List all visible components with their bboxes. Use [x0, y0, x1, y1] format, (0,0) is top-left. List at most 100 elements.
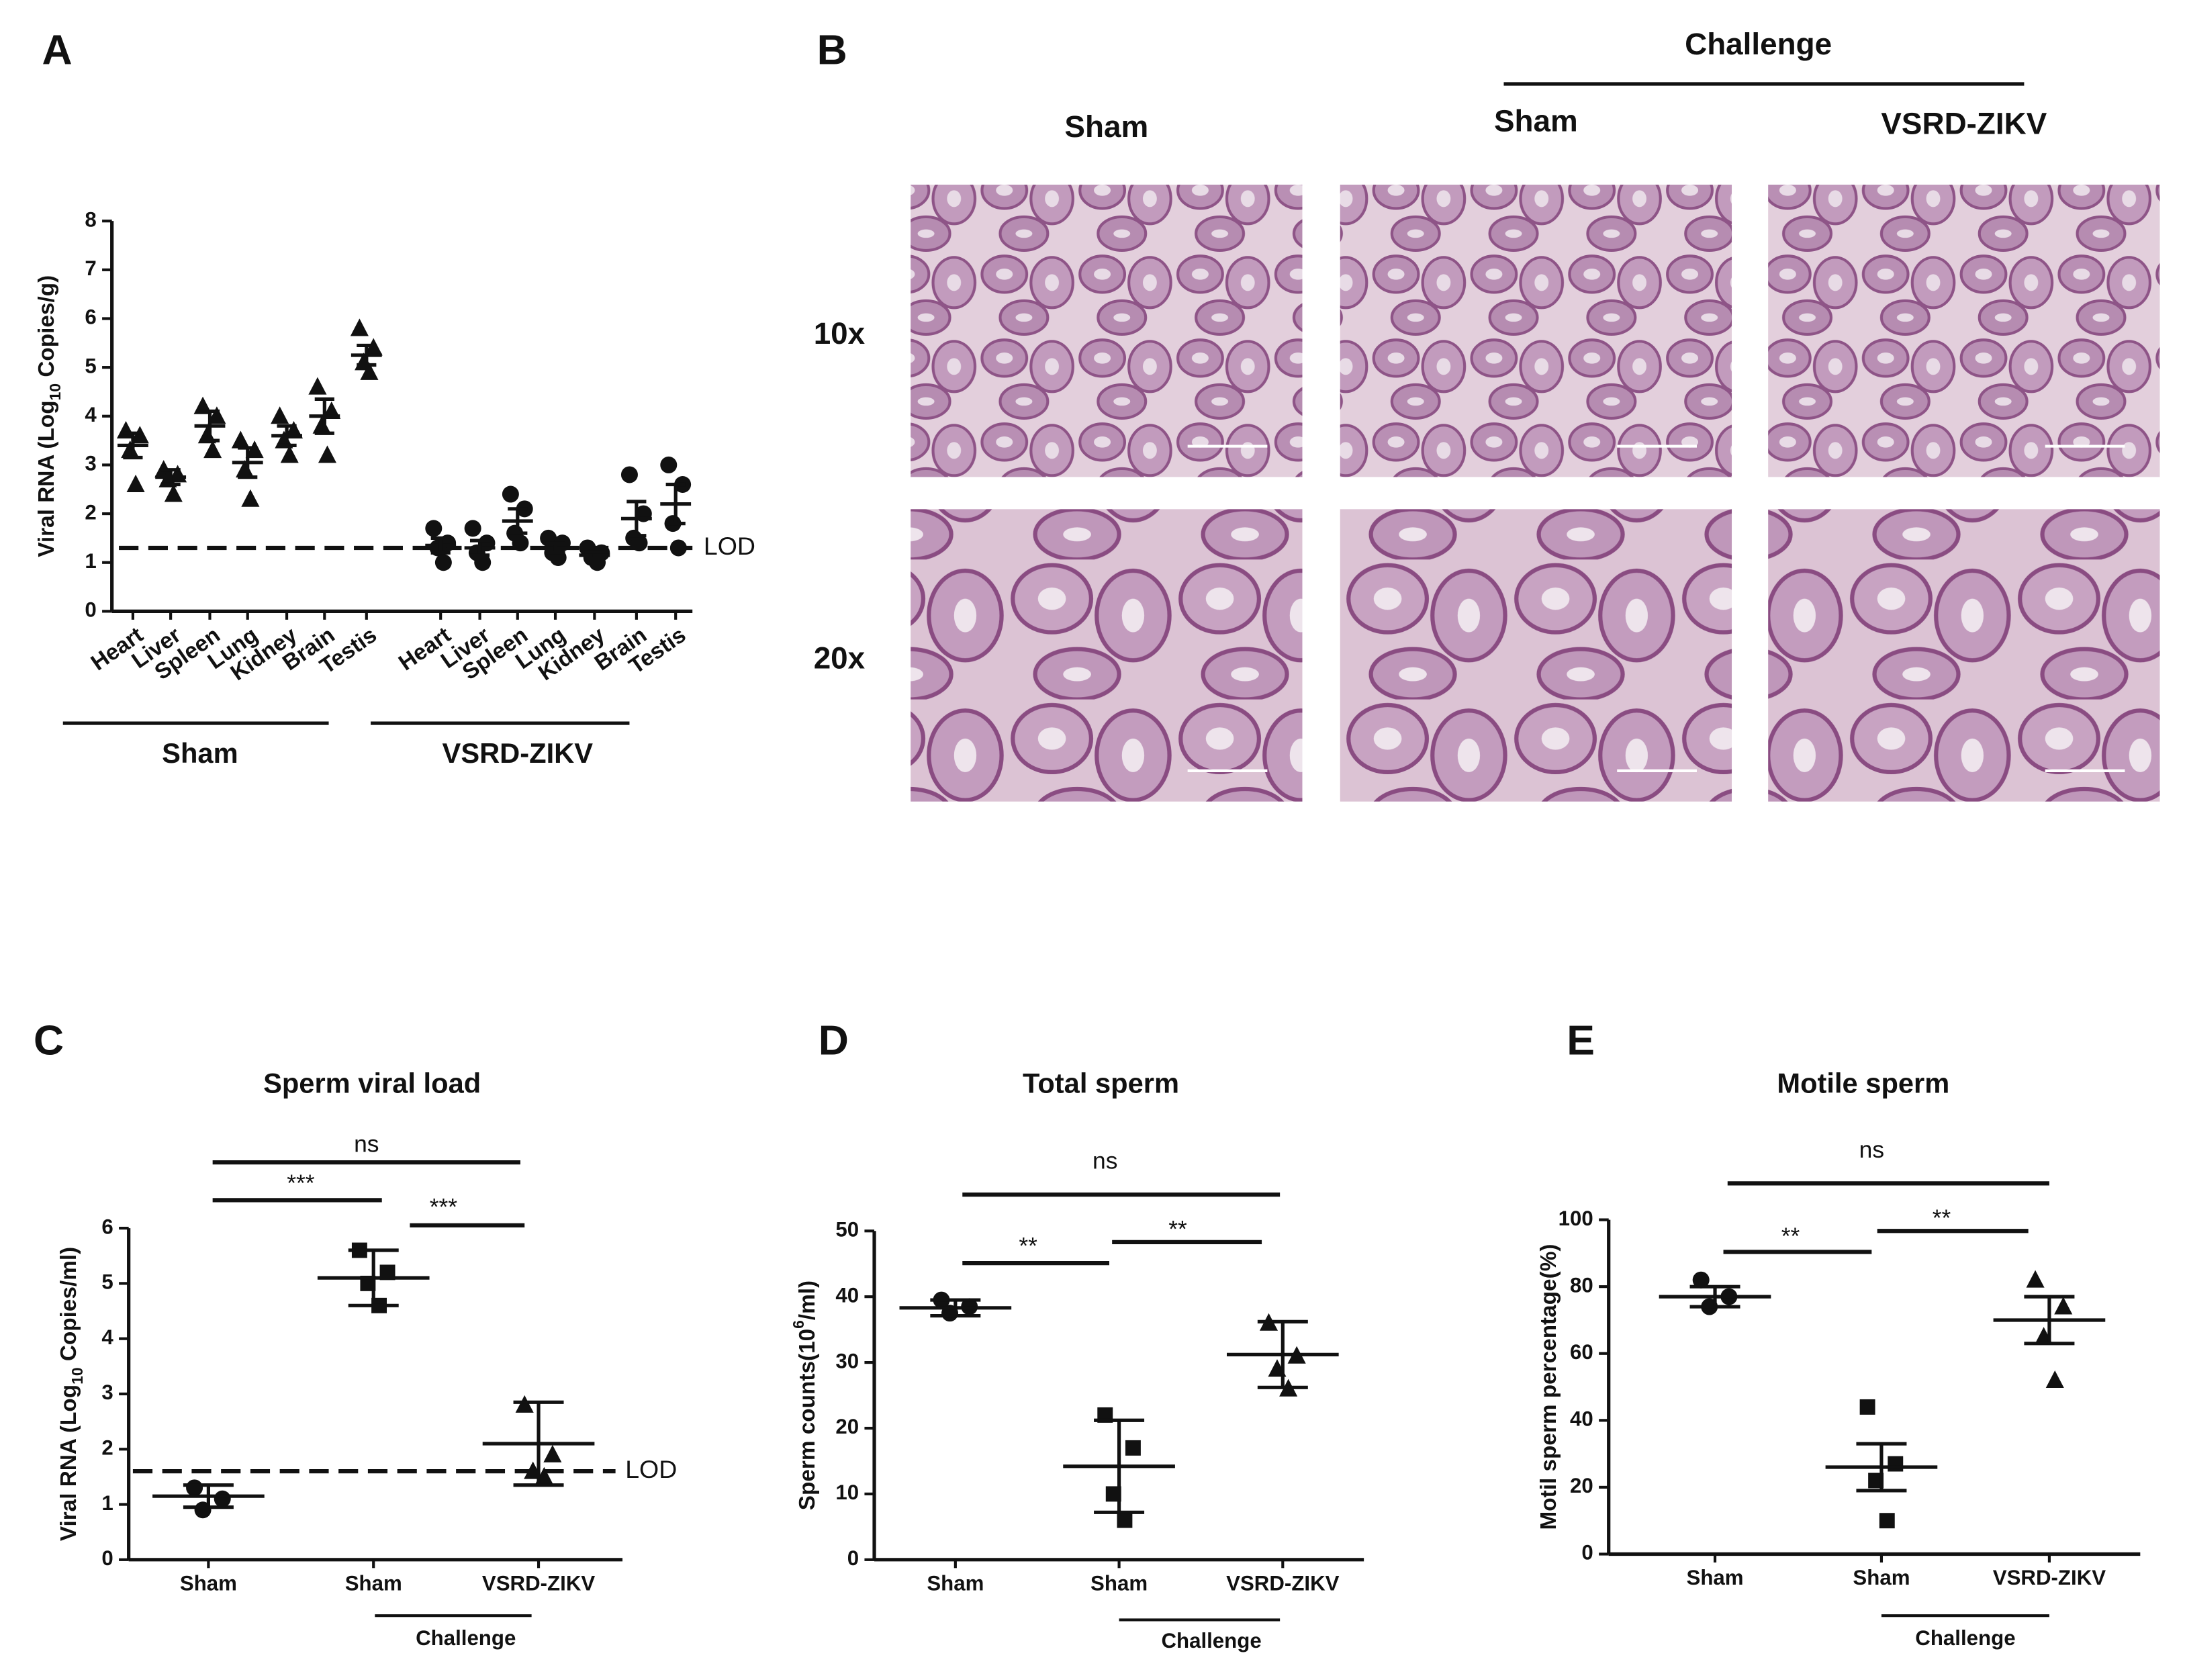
x-tick-label: VSRD-ZIKV	[1993, 1566, 2106, 1589]
point	[126, 474, 145, 492]
y-tick-label: 40	[1570, 1407, 1593, 1431]
point	[186, 1479, 203, 1497]
x-tick-label: VSRD-ZIKV	[1226, 1572, 1339, 1595]
y-axis-label-part: 6	[790, 1320, 807, 1329]
y-axis-label: Viral RNA (Log10 Copies/ml)	[56, 1247, 86, 1541]
point	[241, 489, 260, 507]
x-tick-label: Sham	[180, 1572, 237, 1595]
y-tick-label: 0	[1581, 1541, 1593, 1565]
x-tick-label: Sham	[927, 1572, 984, 1595]
challenge-header: Challenge	[1685, 27, 1832, 61]
group-label: VSRD-ZIKV	[443, 737, 594, 769]
group-label: Challenge	[1161, 1629, 1261, 1652]
histology-image	[1768, 185, 2160, 477]
point	[312, 416, 331, 434]
chart-title: Motile sperm	[1777, 1068, 1949, 1099]
point	[620, 466, 638, 483]
y-axis-label-part: Viral RNA (Log	[34, 400, 59, 557]
y-tick-label: 2	[85, 500, 96, 524]
y-tick-label: 4	[101, 1325, 113, 1349]
point	[474, 554, 492, 571]
y-tick-label: 4	[85, 403, 97, 426]
row-label: 20x	[814, 641, 866, 675]
y-tick-label: 20	[1570, 1474, 1593, 1497]
chart-title: Sperm viral load	[263, 1068, 481, 1099]
y-tick-label: 10	[835, 1481, 859, 1504]
y-tick-label: 8	[85, 207, 96, 231]
y-tick-label: 1	[101, 1491, 113, 1515]
significance-label: ns	[1859, 1136, 1884, 1163]
x-tick-label: Sham	[1853, 1566, 1910, 1589]
point	[280, 445, 299, 463]
histology-image	[1340, 185, 1732, 477]
point	[512, 534, 529, 552]
y-axis-label-part: 10	[68, 1367, 86, 1384]
y-tick-label: 5	[85, 354, 96, 377]
panel-letter: D	[819, 1017, 849, 1064]
point	[207, 406, 226, 424]
group-label: Challenge	[416, 1626, 516, 1650]
point	[631, 534, 648, 552]
histology-image	[911, 509, 1303, 802]
y-axis-label: Motil sperm percentage(%)	[1536, 1244, 1561, 1530]
point	[1888, 1456, 1904, 1472]
point	[669, 539, 687, 557]
group-label: Sham	[162, 737, 238, 769]
x-tick-label: Sham	[1687, 1566, 1744, 1589]
significance-label: ***	[287, 1170, 315, 1197]
y-tick-label: 40	[835, 1283, 859, 1307]
point	[360, 362, 379, 380]
column-header: Sham	[1494, 103, 1578, 138]
y-axis-label-part: 10	[46, 383, 64, 400]
significance-label: **	[1019, 1233, 1037, 1260]
point	[660, 456, 678, 473]
y-tick-label: 6	[85, 306, 96, 329]
y-tick-label: 6	[101, 1215, 113, 1238]
panel-letter: E	[1567, 1017, 1595, 1064]
significance-label: **	[1781, 1223, 1800, 1250]
significance-label: **	[1168, 1216, 1187, 1243]
point	[2054, 1297, 2073, 1315]
point	[308, 377, 327, 395]
panel-letter: C	[34, 1017, 64, 1064]
chart-title: Total sperm	[1023, 1068, 1179, 1099]
panel-letter: A	[42, 27, 72, 74]
y-tick-label: 100	[1559, 1207, 1593, 1230]
column-header: Sham	[1064, 109, 1148, 144]
lod-label: LOD	[625, 1455, 677, 1483]
y-tick-label: 5	[101, 1270, 113, 1294]
y-axis-label-part: Copies/ml)	[56, 1247, 81, 1368]
x-tick-label: Sham	[1090, 1572, 1148, 1595]
y-tick-label: 80	[1570, 1273, 1593, 1297]
point	[425, 520, 443, 537]
y-axis-label-part: Motil sperm percentage(%)	[1536, 1244, 1561, 1530]
y-tick-label: 0	[85, 598, 96, 622]
significance-label: ***	[430, 1193, 458, 1220]
point	[1692, 1271, 1710, 1289]
x-tick-label: VSRD-ZIKV	[482, 1572, 595, 1595]
row-label: 10x	[814, 316, 866, 351]
histology-image	[911, 185, 1303, 477]
column-header: VSRD-ZIKV	[1881, 107, 2047, 141]
point	[1859, 1399, 1875, 1415]
y-axis-label-part: Copies/g)	[34, 275, 59, 383]
x-tick-label: Sham	[345, 1572, 402, 1595]
histology-image	[1340, 509, 1732, 802]
point	[2045, 1370, 2064, 1389]
point	[318, 445, 337, 463]
y-tick-label: 0	[847, 1546, 859, 1570]
point	[350, 318, 369, 336]
point	[1117, 1512, 1133, 1528]
point	[1125, 1440, 1141, 1456]
y-axis-label: Sperm counts(106/ml)	[790, 1280, 820, 1510]
point	[164, 484, 183, 502]
y-tick-label: 3	[85, 452, 96, 475]
y-tick-label: 0	[101, 1546, 113, 1570]
point	[231, 430, 250, 449]
y-axis-label-part: Viral RNA (Log	[56, 1385, 81, 1541]
point	[1879, 1513, 1895, 1529]
point	[214, 1490, 231, 1507]
y-tick-label: 7	[85, 256, 96, 280]
panel-letter: B	[817, 27, 847, 74]
lod-label: LOD	[704, 532, 755, 560]
